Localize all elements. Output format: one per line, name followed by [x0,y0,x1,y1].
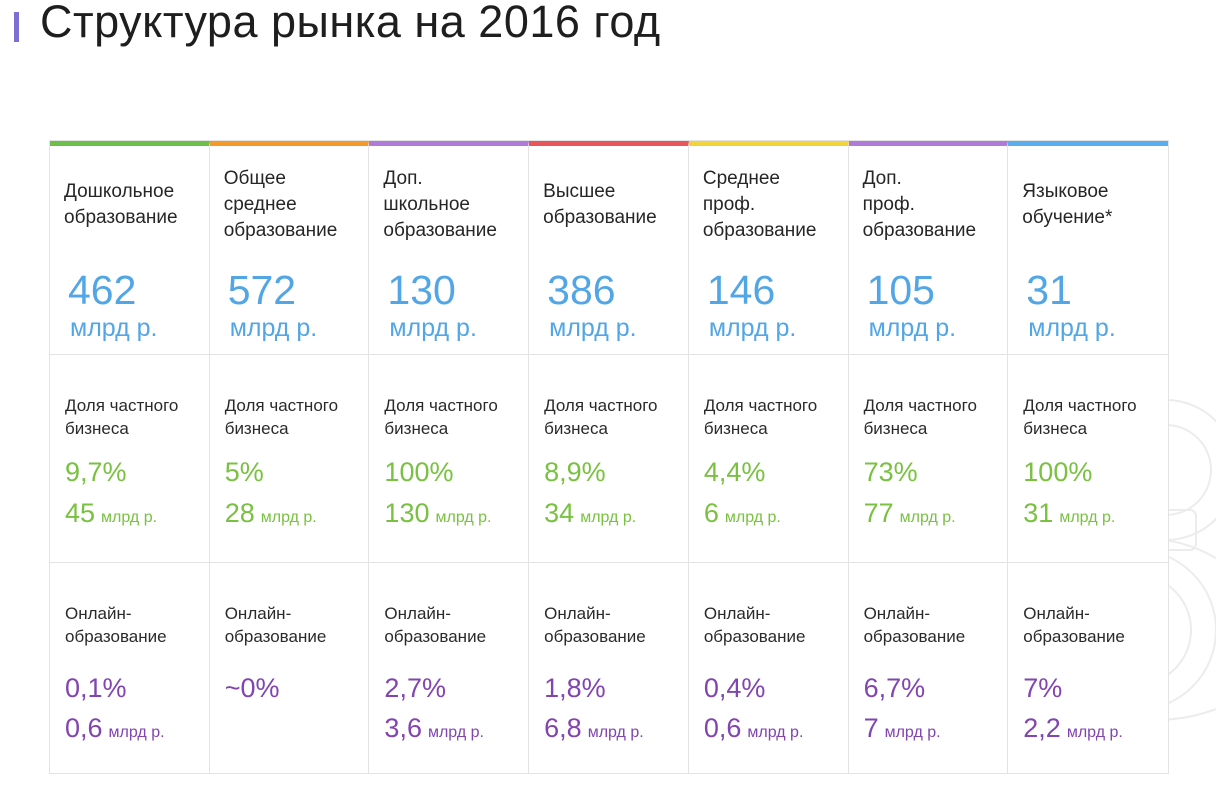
private-share-cell: Доля частного бизнеса 5% 28 млрд р. [209,355,370,563]
segment-name: Среднее проф. образование [702,168,817,241]
private-share-amount: 31 млрд р. [1023,498,1116,528]
private-share-amount: 6 млрд р. [703,498,781,528]
segment-name: Доп. проф. образование [862,168,977,241]
online-share-amount [225,713,231,743]
online-share-label: Онлайн- образование [703,604,806,646]
private-share-cell: Доля частного бизнеса 73% 77 млрд р. [848,355,1009,563]
segment-card: Высшее образование 386 млрд р. [529,141,689,355]
segment-card: Общее среднее образование 572 млрд р. [209,141,370,355]
online-share-amount: 3,6 млрд р. [384,713,484,743]
market-size: 130 [387,267,456,313]
online-share-cell: Онлайн- образование ~0% [210,563,370,773]
private-share-amount: 28 млрд р. [224,498,317,528]
private-share-amount: 77 млрд р. [863,498,956,528]
market-size: 572 [227,267,297,313]
private-share-cell: Доля частного бизнеса 100% 31 млрд р. [1008,355,1168,563]
private-share-percent: 8,9% [544,457,606,487]
private-share-cell: Доля частного бизнеса 4,4% 6 млрд р. [688,355,849,563]
online-share-percent: 2,7% [384,673,446,703]
online-share-amount: 6,8 млрд р. [544,713,644,743]
market-size: 31 [1026,267,1072,313]
online-share-label: Онлайн- образование [384,604,487,646]
private-share-label: Доля частного бизнеса [384,396,498,438]
market-structure-table: Дошкольное образование 462 млрд р. Общее с… [49,140,1169,774]
online-share-amount: 7 млрд р. [863,713,941,743]
online-share-cell: Онлайн- образование 7% 2,2 млрд р. [1008,563,1168,773]
segment-card: Доп. проф. образование 105 млрд р. [848,141,1009,355]
segment-name: Языковое обучение* [1022,181,1113,228]
title-accent-bar [14,12,19,42]
private-share-cell: Доля частного бизнеса 100% 130 млрд р. [369,355,530,563]
private-share-amount: 130 млрд р. [384,498,492,528]
market-size: 462 [68,267,137,313]
online-share-label: Онлайн- образование [224,604,327,646]
private-share-percent: 73% [863,457,918,487]
private-share-label: Доля частного бизнеса [65,396,179,438]
online-share-cell: Онлайн- образование 0,1% 0,6 млрд р. [50,563,210,773]
private-share-percent: 5% [224,457,264,487]
online-share-cell: Онлайн- образование 1,8% 6,8 млрд р. [529,563,689,773]
online-share-percent: 1,8% [544,673,606,703]
segment-card: Среднее проф. образование 146 млрд р. [688,141,849,355]
market-size: 105 [866,267,935,313]
online-share-label: Онлайн- образование [1023,604,1125,646]
private-share-label: Доля частного бизнеса [224,396,339,438]
private-share-amount: 34 млрд р. [544,498,637,528]
private-share-percent: 9,7% [65,457,127,487]
market-size-unit: млрд р. [549,314,637,342]
private-share-percent: 100% [384,457,454,487]
segment-card: Дошкольное образование 462 млрд р. [50,141,210,355]
online-share-percent: 6,7% [863,673,926,703]
online-share-percent: 7% [1023,673,1063,703]
private-share-label: Доля частного бизнеса [544,396,658,438]
online-share-label: Онлайн- образование [544,604,646,646]
online-share-percent: 0,4% [703,673,766,703]
segment-name: Общее среднее образование [223,168,338,241]
online-share-cell: Онлайн- образование 6,7% 7 млрд р. [849,563,1009,773]
page-title: Структура рынка на 2016 год [40,0,661,47]
private-share-cell: Доля частного бизнеса 9,7% 45 млрд р. [50,355,210,563]
private-share-amount: 45 млрд р. [65,498,158,528]
private-share-percent: 4,4% [703,457,766,487]
private-share-label: Доля частного бизнеса [1023,396,1137,438]
online-share-amount: 0,6 млрд р. [65,713,165,743]
online-share-percent: ~0% [224,673,280,703]
market-size: 146 [706,267,776,313]
private-share-label: Доля частного бизнеса [703,396,818,438]
private-share-percent: 100% [1023,457,1093,487]
online-share-label: Онлайн- образование [863,604,966,646]
private-share-label: Доля частного бизнеса [863,396,977,438]
market-size-unit: млрд р. [708,314,797,342]
market-size-unit: млрд р. [70,314,158,342]
online-share-amount: 2,2 млрд р. [1023,713,1123,743]
segment-name: Доп. школьное образование [383,168,497,241]
segment-name: Высшее образование [543,181,657,228]
online-share-amount: 0,6 млрд р. [703,713,804,743]
online-share-label: Онлайн- образование [65,604,167,646]
private-share-cell: Доля частного бизнеса 8,9% 34 млрд р. [529,355,689,563]
market-size-unit: млрд р. [389,314,477,342]
market-size-unit: млрд р. [229,314,318,342]
segment-card: Языковое обучение* 31 млрд р. [1008,141,1168,355]
online-share-cell: Онлайн- образование 0,4% 0,6 млрд р. [689,563,849,773]
market-size-unit: млрд р. [1028,314,1116,342]
segment-name: Дошкольное образование [64,181,178,228]
online-share-cell: Онлайн- образование 2,7% 3,6 млрд р. [369,563,530,773]
market-size-unit: млрд р. [868,314,957,342]
market-size: 386 [547,267,616,313]
segment-card: Доп. школьное образование 130 млрд р. [369,141,530,355]
online-share-percent: 0,1% [65,673,127,703]
